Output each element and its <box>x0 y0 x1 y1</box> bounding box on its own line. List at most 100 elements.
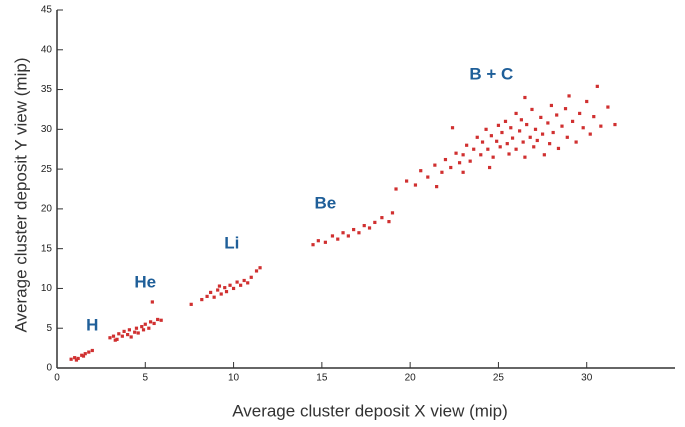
point <box>535 138 539 143</box>
point <box>133 330 137 334</box>
point <box>491 155 495 159</box>
point <box>189 302 193 306</box>
point <box>136 331 140 335</box>
point <box>567 94 571 98</box>
point <box>595 84 599 88</box>
point <box>76 356 80 361</box>
point <box>323 240 327 244</box>
point <box>523 155 527 159</box>
point <box>120 334 124 338</box>
point <box>563 107 568 111</box>
y-tick-label: 20 <box>41 204 53 215</box>
x-tick-label: 10 <box>228 373 240 384</box>
point <box>217 284 222 288</box>
point <box>503 119 508 123</box>
point <box>219 292 223 296</box>
point <box>108 336 112 340</box>
point <box>525 122 529 127</box>
point <box>235 280 239 284</box>
point <box>346 234 350 238</box>
point <box>254 269 259 273</box>
point <box>472 147 476 151</box>
point <box>90 348 94 353</box>
point <box>69 357 73 361</box>
y-tick-label: 30 <box>41 124 53 135</box>
point <box>413 183 418 187</box>
point <box>113 338 117 342</box>
point <box>505 142 509 146</box>
point <box>405 179 409 183</box>
point <box>150 300 154 304</box>
x-axis-title: Average cluster deposit X view (mip) <box>232 401 508 420</box>
point <box>122 329 126 334</box>
annotation: B + C <box>469 65 513 84</box>
point <box>209 290 213 295</box>
point <box>507 152 511 156</box>
point <box>560 124 564 128</box>
point <box>316 239 320 243</box>
point <box>224 290 229 294</box>
point <box>390 211 395 215</box>
point <box>242 278 246 283</box>
annotation: Li <box>224 233 239 252</box>
point <box>484 127 488 131</box>
point <box>87 350 91 354</box>
point <box>443 157 448 162</box>
point <box>510 136 515 140</box>
point <box>143 322 147 326</box>
point <box>362 223 366 228</box>
point <box>148 320 153 324</box>
point <box>126 332 130 337</box>
point <box>228 283 232 287</box>
point <box>134 326 139 330</box>
point <box>216 288 220 292</box>
point <box>533 127 538 131</box>
point <box>117 332 121 336</box>
point <box>581 126 585 130</box>
point <box>528 135 532 139</box>
point <box>74 358 79 362</box>
point <box>588 132 592 136</box>
point <box>539 115 543 119</box>
point <box>489 134 493 138</box>
point <box>246 281 250 285</box>
point <box>73 356 77 360</box>
point <box>468 159 472 163</box>
point <box>141 328 146 332</box>
y-axis-title: Average cluster deposit Y view (mip) <box>11 58 30 333</box>
annotation: He <box>134 272 156 291</box>
point <box>223 286 227 290</box>
y-tick-label: 15 <box>41 243 53 254</box>
point <box>500 130 504 135</box>
point <box>565 135 569 139</box>
y-tick-label: 40 <box>41 44 53 55</box>
x-tick-label: 25 <box>493 373 505 384</box>
point <box>514 111 518 116</box>
point <box>457 161 462 165</box>
point <box>341 231 345 235</box>
x-tick-label: 15 <box>316 373 328 384</box>
point <box>519 118 523 122</box>
point <box>606 105 610 109</box>
point <box>556 146 561 151</box>
point <box>498 145 502 149</box>
x-tick-label: 30 <box>581 373 593 384</box>
point <box>258 266 262 270</box>
point <box>518 129 522 133</box>
point <box>352 227 356 232</box>
point <box>549 103 553 108</box>
point <box>231 286 236 291</box>
point <box>450 126 455 130</box>
point <box>496 123 501 127</box>
y-tick-label: 25 <box>41 164 53 175</box>
point <box>546 121 550 125</box>
point <box>585 99 589 104</box>
point <box>373 220 377 225</box>
annotation: H <box>86 315 98 334</box>
point <box>419 169 423 173</box>
point <box>435 185 439 189</box>
point <box>514 147 518 151</box>
point <box>578 111 582 116</box>
point <box>115 337 119 341</box>
point <box>200 297 204 302</box>
